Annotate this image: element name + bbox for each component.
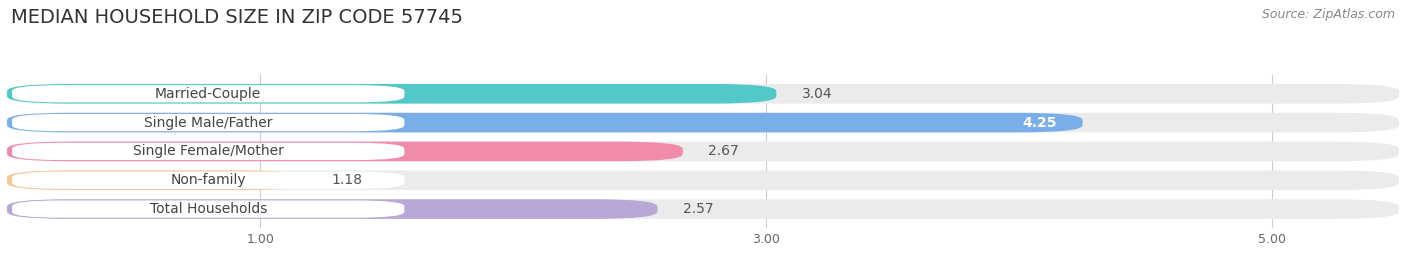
- FancyBboxPatch shape: [7, 84, 776, 103]
- Text: Married-Couple: Married-Couple: [155, 87, 262, 101]
- FancyBboxPatch shape: [13, 114, 405, 131]
- Text: 1.18: 1.18: [330, 173, 361, 187]
- Text: 4.25: 4.25: [1022, 116, 1057, 130]
- Text: MEDIAN HOUSEHOLD SIZE IN ZIP CODE 57745: MEDIAN HOUSEHOLD SIZE IN ZIP CODE 57745: [11, 8, 463, 27]
- Text: Single Female/Mother: Single Female/Mother: [132, 144, 284, 158]
- Text: 2.67: 2.67: [709, 144, 738, 158]
- FancyBboxPatch shape: [13, 143, 405, 160]
- FancyBboxPatch shape: [7, 199, 658, 219]
- Text: 2.57: 2.57: [683, 202, 713, 216]
- FancyBboxPatch shape: [7, 113, 1399, 132]
- FancyBboxPatch shape: [7, 170, 305, 190]
- FancyBboxPatch shape: [7, 84, 1399, 103]
- FancyBboxPatch shape: [7, 170, 1399, 190]
- FancyBboxPatch shape: [7, 142, 683, 161]
- Text: Single Male/Father: Single Male/Father: [143, 116, 273, 130]
- Text: 3.04: 3.04: [801, 87, 832, 101]
- FancyBboxPatch shape: [13, 172, 405, 189]
- Text: Non-family: Non-family: [170, 173, 246, 187]
- FancyBboxPatch shape: [13, 200, 405, 218]
- FancyBboxPatch shape: [7, 199, 1399, 219]
- Text: Source: ZipAtlas.com: Source: ZipAtlas.com: [1261, 8, 1395, 21]
- FancyBboxPatch shape: [7, 142, 1399, 161]
- Text: Total Households: Total Households: [149, 202, 267, 216]
- FancyBboxPatch shape: [7, 113, 1083, 132]
- FancyBboxPatch shape: [13, 85, 405, 102]
